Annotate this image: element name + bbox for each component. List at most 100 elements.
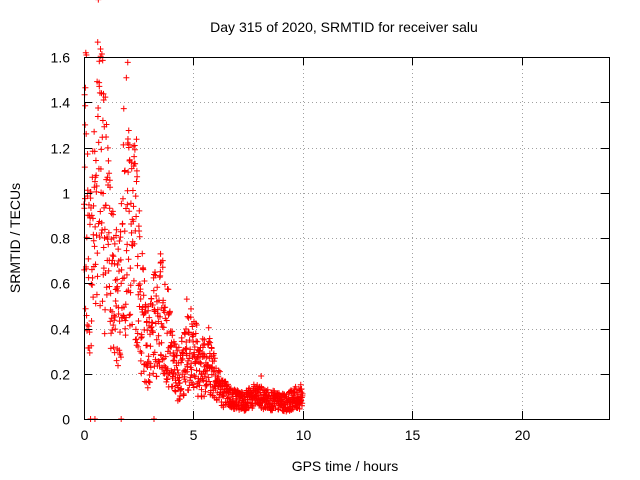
data-point [85,201,92,208]
data-point [98,229,105,236]
data-point [95,139,102,146]
data-point [133,178,140,185]
data-point [159,356,166,363]
data-point [121,167,128,174]
data-point [130,203,137,210]
data-point [180,392,187,399]
data-point [132,193,139,200]
data-point [90,202,97,209]
data-point [99,226,106,233]
data-point [95,105,102,112]
data-point [288,406,295,413]
data-point [87,195,94,202]
data-point [188,371,195,378]
data-point [121,228,128,235]
y-axis-label: SRMTID / TECUs [7,183,23,293]
data-point [125,169,132,176]
data-point [84,321,91,328]
data-point [159,257,166,264]
data-point [105,267,112,274]
data-point [197,360,204,367]
data-point [140,266,147,273]
data-point [112,277,119,284]
data-point [82,121,89,128]
data-point [93,182,100,189]
data-point [233,395,240,402]
y-tick-label: 0.6 [51,276,71,292]
data-point [103,291,110,298]
data-point [123,74,130,81]
data-point [135,343,142,350]
data-point [141,278,148,285]
data-point [215,367,222,374]
data-point [122,325,129,332]
data-point [122,332,129,339]
data-point [126,312,133,319]
data-point [164,376,171,383]
data-point [200,377,207,384]
data-point [181,373,188,380]
data-point [144,384,151,391]
data-point [134,339,141,346]
data-point [170,357,177,364]
data-point [106,170,113,177]
data-point [98,90,105,97]
data-point [187,346,194,353]
data-point [114,287,121,294]
data-points [81,0,306,422]
data-point [190,384,197,391]
data-point [103,121,110,128]
data-point [216,368,223,375]
data-point [123,288,130,295]
data-point [191,344,198,351]
data-point [104,174,111,181]
grid [84,57,609,419]
data-point [164,330,171,337]
data-point [299,400,306,407]
data-point [193,367,200,374]
data-point [118,200,125,207]
data-point [94,273,101,280]
data-point [108,330,115,337]
data-point [97,46,104,53]
data-point [145,353,152,360]
data-point [124,187,131,194]
data-point [186,329,192,336]
data-point [159,264,166,271]
data-point [99,57,106,64]
data-point [147,343,154,350]
data-point [85,323,92,330]
data-point [95,0,102,3]
data-point [112,298,119,305]
data-point [202,368,209,375]
data-point [97,208,104,215]
data-point [113,232,120,239]
data-point [125,256,132,263]
data-point [169,383,176,390]
data-point [137,357,144,364]
data-point [120,105,127,112]
data-point [186,337,193,344]
data-point [141,310,148,317]
data-point [154,306,161,313]
data-point [128,229,135,236]
data-point [111,349,118,356]
data-point [297,381,304,388]
data-point [133,213,140,220]
data-point [202,370,209,377]
data-point [94,113,101,120]
data-point [129,187,136,194]
data-point [135,291,142,298]
data-point [86,349,93,356]
x-tick-label: 0 [81,427,89,443]
data-point [151,269,158,276]
data-point [96,58,103,65]
data-point [107,184,114,191]
data-point [298,397,305,404]
data-point [100,244,107,251]
data-point [100,265,107,272]
plot-frame [84,57,610,420]
data-point [185,387,192,394]
data-point [174,367,181,374]
data-point [162,304,169,311]
